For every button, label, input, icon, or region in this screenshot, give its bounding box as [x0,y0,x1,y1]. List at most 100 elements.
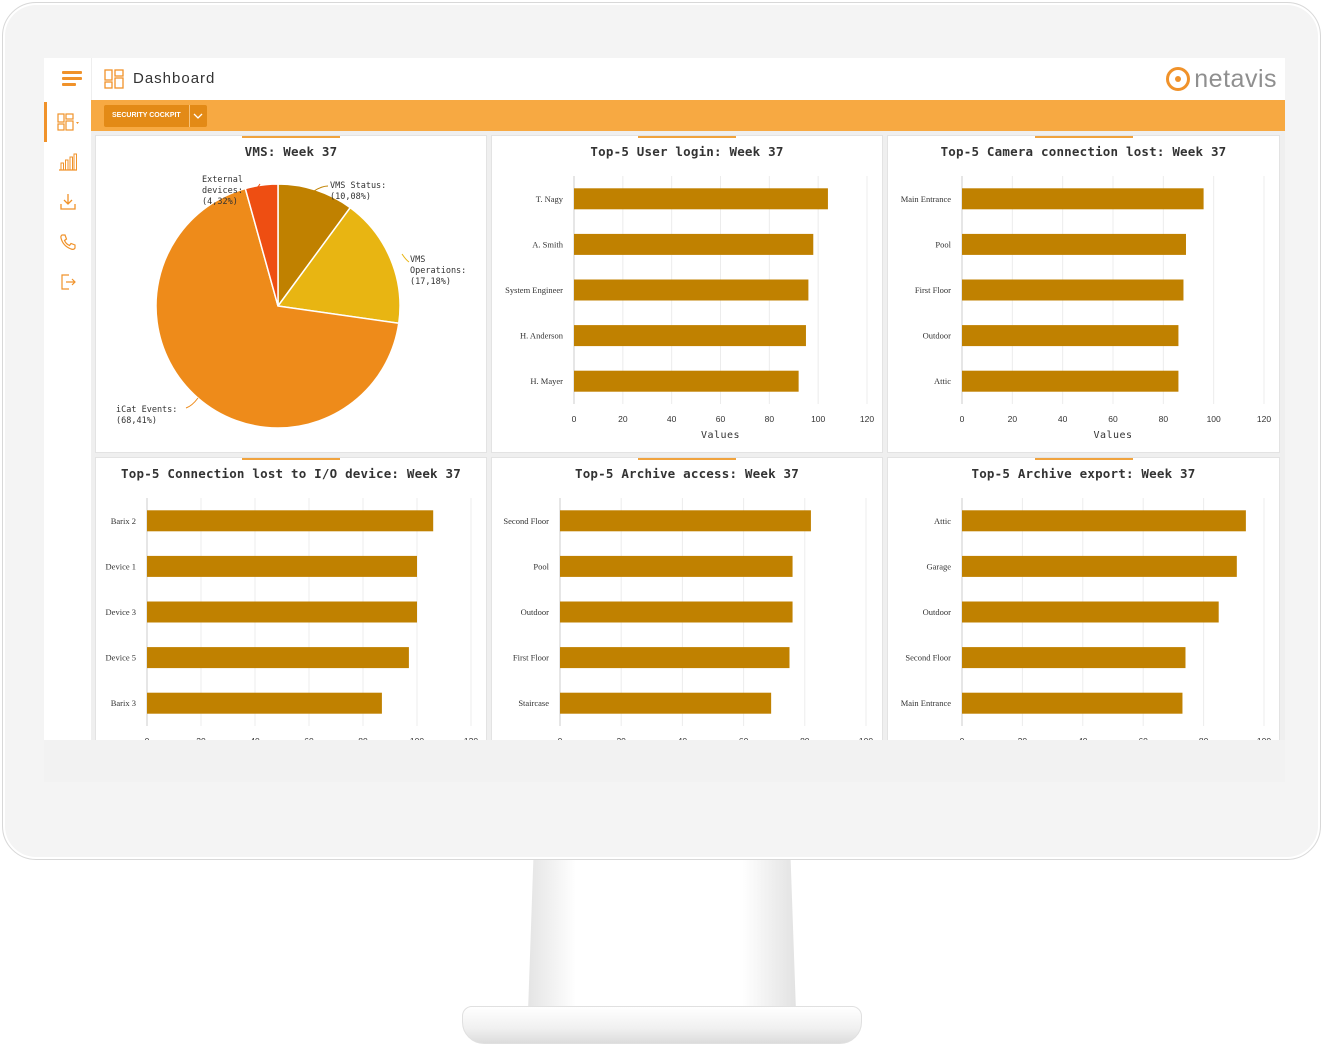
netavis-logo: netavis [1165,64,1277,94]
bar [962,647,1186,669]
bar [147,692,382,714]
bar [962,370,1179,392]
bar [147,555,417,577]
monitor-stand-base [462,1006,862,1044]
x-tick-label: 60 [1108,414,1118,424]
y-category-label: Device 3 [106,607,136,617]
bar-chart: 0 20 40 60 80 100 Attic Garage Outdoor Second Flo… [901,498,1271,740]
download-icon [59,194,76,210]
pie-data-label: External [202,175,243,185]
bar [962,555,1237,577]
dashboard-grid: VMS: Week 37 VMS Status: (10,08%) VMS Opera… [91,131,1285,740]
logout-icon [60,274,76,290]
chart-title: Top-5 Connection lost to I/O device: Wee… [121,466,461,481]
chart-title: Top-5 Archive export: Week 37 [971,466,1196,481]
pie-chart: VMS Status:(10,08%) VMSOperations:(17,18%… [116,175,466,429]
page-title: Dashboard [133,70,216,87]
x-tick-label: 100 [1207,414,1221,424]
pie-slice [244,183,279,307]
bar [962,188,1204,210]
sidebar-item-dashboard[interactable] [44,102,91,142]
panel-archive-export: Top-5 Archive export: Week 37 0 20 40 60 80 1… [888,458,1279,740]
x-tick-label: 80 [1159,414,1169,424]
y-category-label: Outdoor [923,607,952,617]
y-category-label: Outdoor [923,331,952,341]
chevron-down-icon[interactable] [188,105,207,127]
brand-name: netavis [1194,64,1277,93]
y-category-label: Main Entrance [901,194,951,204]
cockpit-toolbar: SECURITY COCKPIT [91,100,1285,131]
bar-chart: 0 20 40 60 80 100 120 Main Entrance Pool First Fl… [901,176,1271,441]
pie-data-label: (10,08%) [330,192,371,202]
bar [962,692,1183,714]
chart-title: Top-5 Archive access: Week 37 [574,466,800,481]
pie-data-label: VMS [410,255,425,265]
screen-bottom-strip [44,740,1285,782]
sidebar-item-download[interactable] [44,182,91,222]
y-category-label: First Floor [513,653,549,663]
panel-vms: VMS: Week 37 VMS Status: (10,08%) VMS Opera… [96,136,486,452]
y-category-label: Second Floor [503,516,549,526]
sidebar-item-phone[interactable] [44,222,91,262]
sidebar-item-logout[interactable] [44,262,91,302]
bar [560,555,793,577]
y-category-label: A. Smith [532,239,563,249]
top-bar: Dashboard netavis [44,58,1285,100]
bar [574,188,828,210]
y-category-label: H. Mayer [530,376,563,386]
chart-title: Top-5 User login: Week 37 [590,144,784,159]
pie-label-connector [313,185,329,192]
pie-data-label: Operations: [410,266,466,276]
y-category-label: Second Floor [905,653,951,663]
bar [574,370,799,392]
panel-camera-connection-lost: Top-5 Camera connection lost: Week 37 0 2… [888,136,1279,452]
pie-slice [155,187,400,429]
y-category-label: Attic [934,376,951,386]
x-tick-label: 120 [464,736,478,740]
bar [560,692,772,714]
x-tick-label: 60 [1138,736,1148,740]
panel-accent [638,136,736,138]
pie-data-label: (17,18%) [410,277,451,287]
x-tick-label: 20 [1008,414,1018,424]
y-category-label: Staircase [518,698,549,708]
bar [147,510,434,532]
y-category-label: Barix 3 [111,698,136,708]
bar [560,601,793,623]
bar [147,601,417,623]
x-tick-label: 20 [618,414,628,424]
pie-data-label: devices: [202,186,243,196]
panel-archive-access: Top-5 Archive access: Week 37 0 20 40 60 80 1… [492,458,882,740]
bar [574,279,809,301]
pie-data-label: VMS Status: [330,181,386,191]
bar [147,647,409,669]
hamburger-menu-icon[interactable] [62,71,82,87]
y-category-label: Pool [935,239,951,249]
x-tick-label: 0 [558,736,563,740]
pie-data-label: (68,41%) [116,416,157,426]
y-category-label: First Floor [915,285,951,295]
x-tick-label: 0 [572,414,577,424]
bar [962,601,1219,623]
sidebar [44,100,92,740]
sidebar-item-statistics[interactable] [44,142,91,182]
security-cockpit-dropdown[interactable]: SECURITY COCKPIT [104,105,207,127]
pie-data-label: iCat Events: [116,405,177,415]
app-screen: Dashboard netavis [44,58,1285,740]
y-category-label: Attic [934,516,951,526]
pie-data-label: (4,32%) [202,197,238,207]
bar-chart: 0 20 40 60 80 100 Second Floor Pool Outdoor First… [503,498,873,740]
x-tick-label: 120 [1257,414,1271,424]
x-tick-label: 80 [358,736,368,740]
cockpit-label: SECURITY COCKPIT [112,112,181,119]
bar [962,510,1246,532]
topbar-divider [91,58,92,100]
x-tick-label: 40 [250,736,260,740]
x-tick-label: 40 [1058,414,1068,424]
pie-label-connector [247,183,261,190]
bar [574,233,814,255]
y-category-label: Barix 2 [111,516,136,526]
phone-icon [59,234,76,250]
chart-title: Top-5 Camera connection lost: Week 37 [940,144,1227,159]
panel-accent [1035,458,1133,460]
